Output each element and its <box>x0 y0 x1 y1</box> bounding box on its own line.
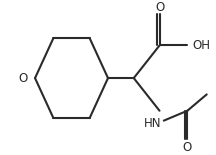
Text: O: O <box>19 72 28 85</box>
Text: OH: OH <box>192 39 210 52</box>
Text: O: O <box>155 1 164 14</box>
Text: HN: HN <box>144 117 162 130</box>
Text: O: O <box>183 141 192 154</box>
